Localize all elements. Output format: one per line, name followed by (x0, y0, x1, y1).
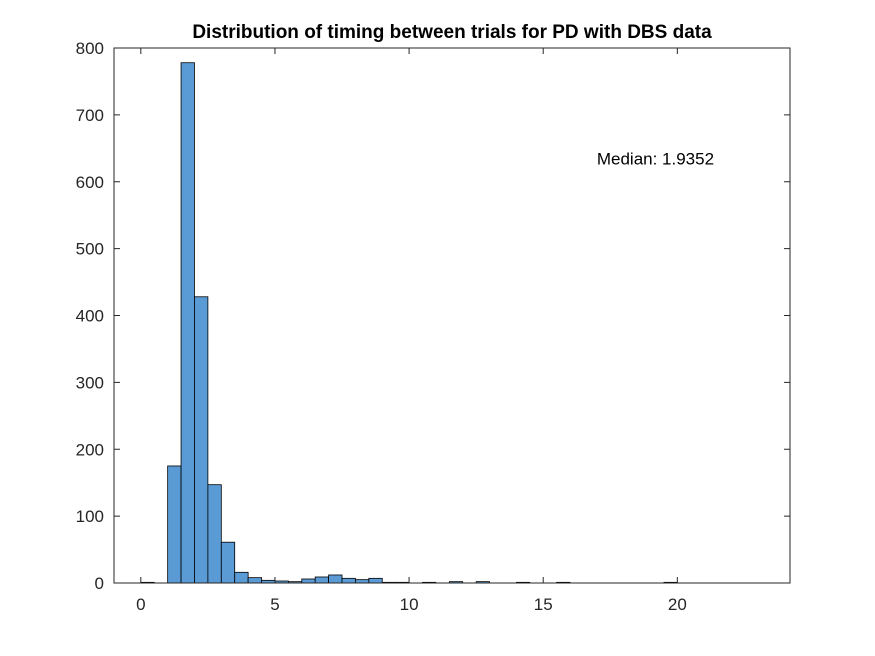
histogram-bar (194, 296, 209, 584)
y-tick-label: 500 (76, 240, 104, 259)
histogram-bar (234, 571, 249, 584)
median-annotation: Median: 1.9352 (597, 149, 714, 168)
histogram-bar (167, 465, 182, 584)
x-tick-label: 0 (136, 595, 145, 614)
y-tick-label: 700 (76, 106, 104, 125)
y-tick-label: 400 (76, 307, 104, 326)
y-tick-label: 300 (76, 373, 104, 392)
x-tick-label: 20 (668, 595, 687, 614)
x-tick-label: 10 (400, 595, 419, 614)
histogram-bar (207, 484, 222, 584)
y-tick-label: 800 (76, 39, 104, 58)
histogram-bar (355, 579, 370, 584)
histogram-bar (180, 62, 195, 584)
histogram-bar (301, 578, 316, 584)
x-tick-label: 15 (534, 595, 553, 614)
histogram-bar (220, 541, 236, 584)
histogram-bar (314, 576, 330, 584)
histogram-bar (341, 577, 356, 584)
y-tick-label: 0 (95, 574, 104, 593)
y-tick-label: 200 (76, 440, 104, 459)
y-tick-label: 600 (76, 173, 104, 192)
chart-title: Distribution of timing between trials fo… (192, 22, 712, 43)
plot-area (114, 48, 790, 583)
histogram-bar (247, 577, 262, 584)
x-tick-label: 5 (270, 595, 279, 614)
histogram-bar (368, 577, 383, 584)
y-tick-label: 100 (76, 507, 104, 526)
histogram-bar (328, 574, 343, 584)
